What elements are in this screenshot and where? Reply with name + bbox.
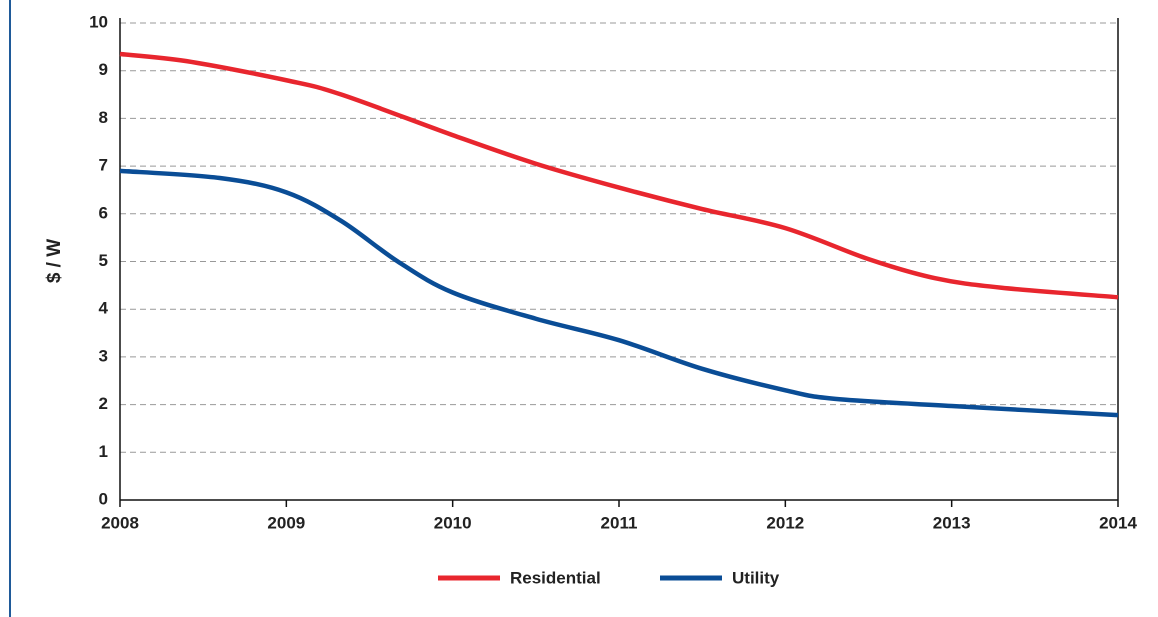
legend-label: Utility [732, 568, 780, 587]
x-tick-label: 2009 [267, 513, 305, 532]
y-tick-label: 5 [99, 251, 108, 270]
y-tick-label: 10 [89, 12, 108, 31]
y-tick-label: 8 [99, 108, 108, 127]
y-tick-label: 6 [99, 203, 108, 222]
y-tick-label: 1 [99, 442, 108, 461]
y-tick-label: 2 [99, 394, 108, 413]
y-axis-label: $ / W [44, 239, 65, 283]
legend-label: Residential [510, 568, 601, 587]
x-tick-label: 2010 [434, 513, 472, 532]
y-tick-label: 3 [99, 346, 108, 365]
series-line [119, 51, 1119, 300]
x-tick-label: 2012 [766, 513, 804, 532]
x-tick-label: 2011 [601, 513, 638, 532]
y-tick-label: 0 [99, 489, 108, 508]
x-tick-label: 2014 [1099, 513, 1137, 532]
series-line [119, 168, 1119, 418]
y-tick-label: 7 [99, 156, 108, 175]
y-tick-label: 4 [99, 299, 109, 318]
x-tick-label: 2013 [933, 513, 971, 532]
y-tick-label: 9 [99, 60, 108, 79]
x-tick-label: 2008 [101, 513, 139, 532]
